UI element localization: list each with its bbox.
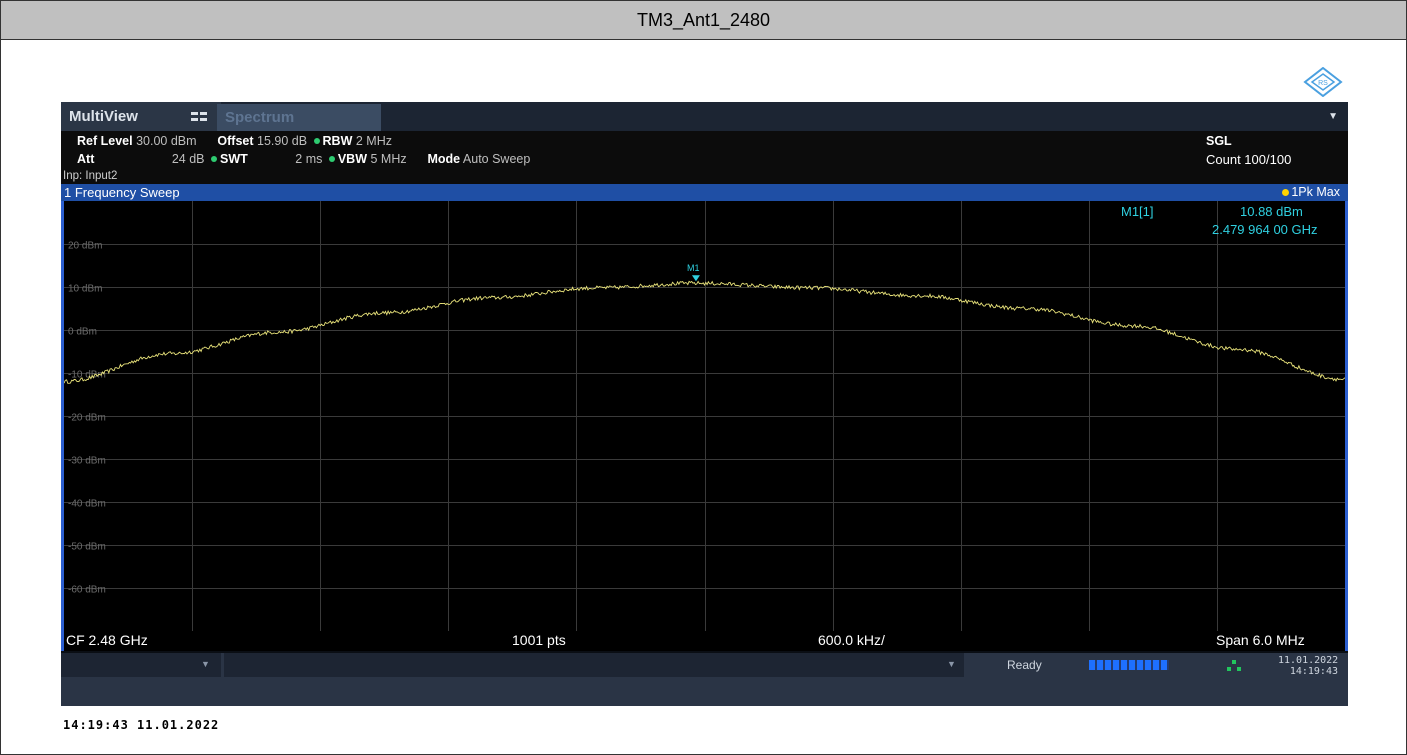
tab-multiview-label: MultiView — [69, 108, 138, 125]
vbw-coupled-indicator-icon — [328, 156, 335, 163]
network-icon — [1227, 660, 1241, 672]
rohde-schwarz-logo-icon: RS — [1303, 67, 1343, 97]
input-label: Inp: Input2 — [63, 170, 118, 182]
status-time: 14:19:43 — [1289, 666, 1338, 677]
spectrum-diagram[interactable]: 20 dBm 10 dBm 0 dBm -10 dBm -20 dBm -30 dBm -4… — [61, 201, 1348, 631]
status-left-chevron-icon: ▼ — [201, 659, 210, 669]
sweep-points: 1001 pts — [512, 632, 566, 648]
trace-color-dot-icon — [1282, 189, 1290, 197]
mode-value: Auto Sweep — [462, 152, 531, 166]
spectrum-plot: 20 dBm 10 dBm 0 dBm -10 dBm -20 dBm -30 dBm -4… — [64, 201, 1345, 631]
tab-menu-chevron-icon[interactable]: ▼ — [1328, 111, 1338, 122]
mode-label: Mode — [427, 152, 461, 166]
sgl-label: SGL — [1206, 134, 1232, 148]
status-datetime: 11.01.2022 14:19:43 — [1278, 655, 1338, 677]
analyzer-screen: MultiView Spectrum ▼ Ref Level 30.00 dBm… — [61, 102, 1348, 706]
vbw-value: 5 MHz — [370, 152, 407, 166]
y-tick-label: -20 dBm — [68, 413, 106, 424]
trace-line — [64, 280, 1345, 384]
trace-label-text: 1Pk Max — [1291, 185, 1340, 199]
att-label: Att — [77, 152, 95, 166]
swt-coupled-indicator-icon — [211, 156, 217, 163]
swt-label: SWT — [220, 152, 248, 166]
marker-triangle-icon — [691, 275, 700, 282]
sweep-count: Count 100/100 — [1206, 152, 1292, 167]
ref-level-value: 30.00 dBm — [136, 134, 197, 148]
marker-level: 10.88 dBm — [1240, 204, 1303, 219]
marker-frequency: 2.479 964 00 GHz — [1212, 222, 1318, 237]
params-row-1: Ref Level 30.00 dBm Offset 15.90 dB RBW … — [77, 134, 392, 152]
y-tick-label: -50 dBm — [68, 542, 106, 553]
svg-text:RS: RS — [1318, 80, 1328, 87]
rbw-value: 2 MHz — [355, 134, 392, 148]
frequency-span: Span 6.0 MHz — [1216, 632, 1305, 648]
status-message-chevron-icon: ▼ — [947, 659, 956, 669]
swt-value: 2 ms — [295, 152, 323, 166]
frequency-sweep-header[interactable]: 1 Frequency Sweep 1Pk Max — [61, 184, 1348, 201]
multiview-grid-icon — [191, 112, 208, 122]
status-date: 11.01.2022 — [1278, 655, 1339, 666]
tab-multiview[interactable]: MultiView — [61, 102, 221, 131]
sweep-progress-bar — [1089, 660, 1169, 670]
y-tick-label: -40 dBm — [68, 499, 106, 510]
marker-name: M1 — [687, 263, 700, 273]
frequency-per-division: 600.0 kHz/ — [818, 632, 885, 648]
diagram-footer: CF 2.48 GHz 1001 pts 600.0 kHz/ Span 6.0… — [61, 631, 1348, 651]
y-tick-label: 10 dBm — [68, 284, 102, 295]
y-tick-label: 0 dBm — [68, 327, 97, 338]
tab-spectrum[interactable]: Spectrum — [217, 104, 381, 131]
y-tick-label: -10 dBm — [68, 370, 106, 381]
report-title: TM3_Ant1_2480 — [1, 1, 1406, 40]
y-tick-label: -60 dBm — [68, 585, 106, 596]
marker-label: M1[1] — [1121, 204, 1154, 219]
offset-value: 15.90 dB — [257, 134, 308, 148]
trace-label: 1Pk Max — [1282, 184, 1340, 201]
tab-bar: MultiView Spectrum ▼ — [61, 102, 1348, 131]
y-tick-label: 20 dBm — [68, 241, 102, 252]
rbw-label: RBW — [322, 134, 353, 148]
status-segment-left[interactable]: ▼ — [61, 653, 221, 677]
vbw-label: VBW — [337, 152, 368, 166]
status-segment-message[interactable]: ▼ — [224, 653, 964, 677]
offset-label: Offset — [217, 134, 254, 148]
sweep-title: 1 Frequency Sweep — [64, 185, 180, 200]
status-bar: ▼ ▼ Ready 11.01.2022 14:19:43 — [61, 651, 1348, 706]
rbw-coupled-indicator-icon — [313, 138, 320, 145]
measurement-params: Ref Level 30.00 dBm Offset 15.90 dB RBW … — [61, 131, 1348, 184]
sweep-progress-fill — [1089, 660, 1169, 670]
att-value: 24 dB — [171, 152, 205, 166]
status-ready: Ready — [1007, 658, 1042, 672]
params-row-2: Att 24 dB SWT 2 ms VBW 5 MHz Mode Auto S… — [77, 152, 530, 170]
center-frequency: CF 2.48 GHz — [66, 632, 148, 648]
y-tick-label: -30 dBm — [68, 456, 106, 467]
ref-level-label: Ref Level — [77, 134, 133, 148]
capture-timestamp: 14:19:43 11.01.2022 — [63, 718, 220, 732]
